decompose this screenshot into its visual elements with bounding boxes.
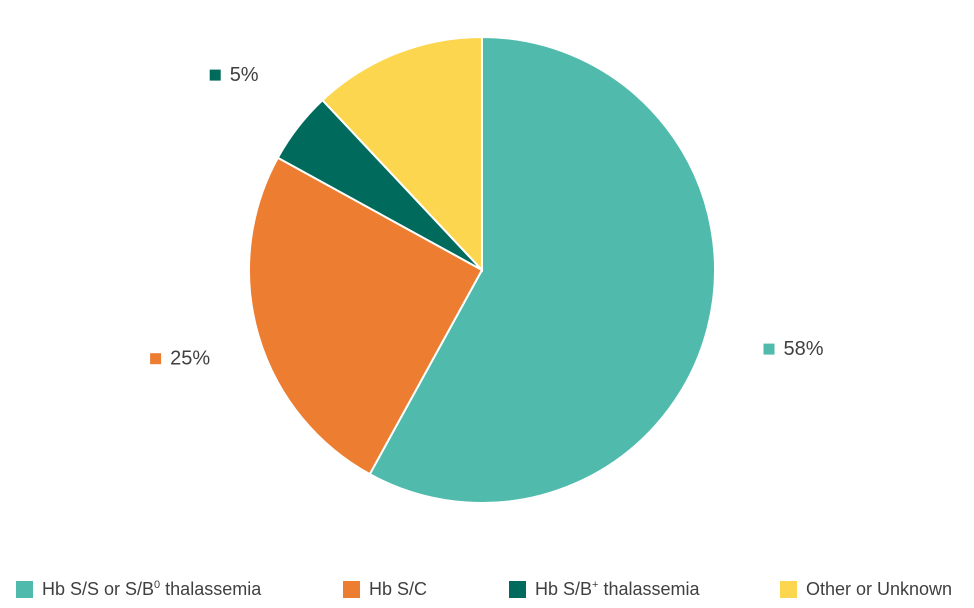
legend-item-other-unknown: Other or Unknown — [780, 576, 952, 602]
svg-text:25%: 25% — [170, 348, 210, 370]
data-labels: 58%25%5%12% — [150, 64, 824, 370]
data-label-hb-ss: 58% — [763, 338, 824, 360]
slice-hb-ss — [368, 35, 716, 504]
pie-slices — [248, 35, 716, 504]
data-label-hb-sb-plus: 5% — [209, 64, 259, 86]
svg-text:58%: 58% — [784, 338, 824, 360]
svg-text:5%: 5% — [230, 64, 259, 86]
slice-hb-sc — [248, 156, 484, 476]
legend-item-hb-sc: Hb S/C — [343, 576, 427, 602]
slice-other-unknown — [321, 35, 483, 273]
legend-swatch-other-unknown — [780, 580, 797, 598]
legend-swatch-hb-ss — [16, 580, 33, 598]
legend-swatch-hb-sc — [343, 580, 360, 598]
data-label-hb-sc: 25% — [150, 348, 210, 370]
legend-label-hb-sc: Hb S/C — [369, 578, 428, 599]
legend-item-hb-ss: Hb S/S or S/B0 thalassemia — [16, 576, 261, 602]
legend-label-hb-sb-plus: Hb S/B+ thalassemia — [535, 578, 700, 599]
chart-legend: Hb S/S or S/B0 thalassemia Hb S/C Hb S/B… — [0, 576, 974, 602]
legend-item-hb-sb-plus: Hb S/B+ thalassemia — [509, 576, 700, 602]
legend-label-other-unknown: Other or Unknown — [806, 578, 953, 599]
legend-swatch-hb-sb-plus — [509, 580, 526, 598]
legend-label-hb-ss: Hb S/S or S/B0 thalassemia — [42, 578, 262, 599]
